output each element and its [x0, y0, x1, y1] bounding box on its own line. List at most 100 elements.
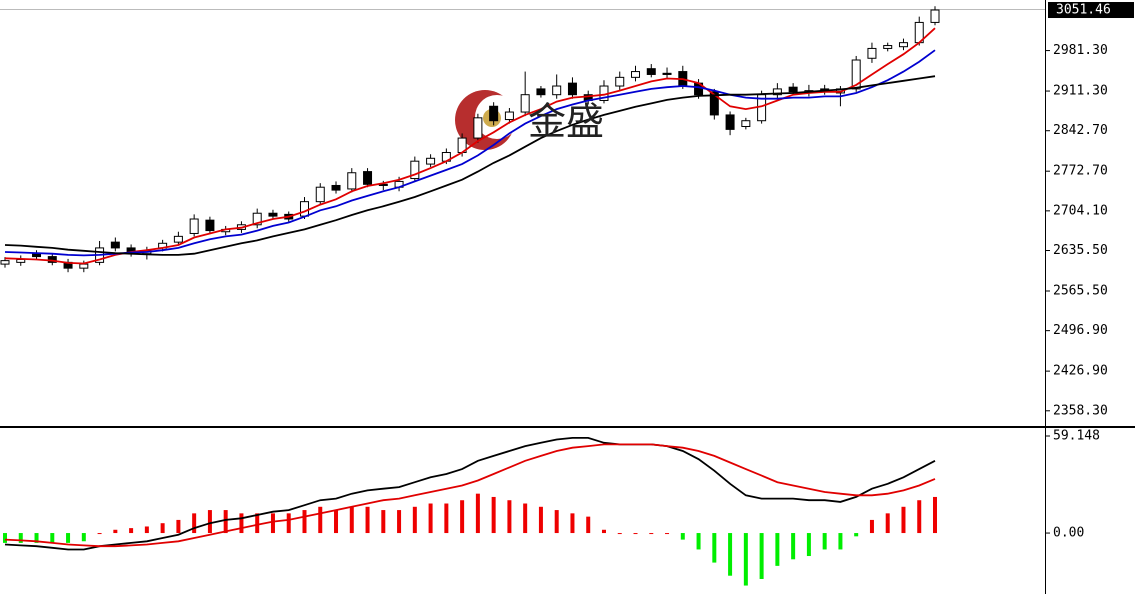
- candle-body: [646, 68, 656, 75]
- histogram-bar: [176, 519, 181, 534]
- candle-body: [189, 218, 199, 234]
- candle-body: [709, 91, 719, 116]
- histogram-bar: [523, 503, 528, 534]
- indicator-line: [4, 49, 936, 257]
- y-tick-label: 59.148: [1053, 428, 1100, 443]
- candle-body: [567, 82, 577, 96]
- histogram-bar: [334, 510, 339, 534]
- histogram-bar: [192, 513, 197, 534]
- y-tick-label: 2426.90: [1053, 364, 1108, 379]
- histogram-bar: [822, 533, 827, 550]
- y-tick-label: 2635.50: [1053, 243, 1108, 258]
- histogram-bar: [586, 516, 591, 534]
- histogram-bar: [129, 528, 134, 534]
- histogram-bar: [538, 506, 543, 534]
- histogram-bar: [696, 533, 701, 550]
- candle-body: [930, 9, 940, 23]
- histogram-bar: [381, 510, 386, 534]
- histogram-bar: [365, 506, 370, 534]
- histogram-bar: [34, 533, 39, 543]
- histogram-bar: [66, 533, 71, 543]
- histogram-bar: [475, 493, 480, 534]
- histogram-bar: [460, 500, 465, 534]
- candle-body: [520, 94, 530, 113]
- y-tick-label: 2772.70: [1053, 164, 1108, 179]
- candle-body: [615, 76, 625, 87]
- watermark: 金盛: [528, 100, 604, 144]
- y-tick-label: 2911.30: [1053, 84, 1108, 99]
- histogram-bar: [18, 533, 23, 543]
- candle-body: [883, 45, 893, 49]
- histogram-bar: [239, 513, 244, 534]
- histogram-bar: [144, 526, 149, 534]
- candle-body: [725, 114, 735, 130]
- histogram-bar: [207, 510, 212, 534]
- y-tick-label: 0.00: [1053, 526, 1084, 541]
- histogram-bar: [270, 513, 275, 534]
- y-tick-label: 2565.50: [1053, 283, 1108, 298]
- candle-body: [173, 235, 183, 243]
- candle-body: [552, 85, 562, 96]
- candle-body: [347, 172, 357, 190]
- histogram-bar: [601, 529, 606, 534]
- candle-body: [299, 201, 309, 217]
- histogram-bar: [885, 513, 890, 534]
- y-tick-label: 2704.10: [1053, 203, 1108, 218]
- y-tick-label: 2358.30: [1053, 403, 1108, 418]
- histogram-bar: [933, 496, 937, 534]
- histogram-bar: [838, 533, 843, 550]
- histogram-bar: [286, 513, 291, 534]
- candle-body: [898, 42, 908, 48]
- histogram-bar: [428, 503, 433, 534]
- histogram-bar: [50, 533, 55, 543]
- indicator-line: [4, 27, 936, 265]
- histogram-bar: [491, 496, 496, 534]
- histogram-bar: [665, 533, 670, 535]
- candle-body: [867, 47, 877, 59]
- candle-body: [504, 111, 514, 121]
- histogram-bar: [412, 506, 417, 534]
- indicator-line: [4, 443, 936, 548]
- histogram-bar: [917, 500, 922, 534]
- candle-body: [268, 212, 278, 217]
- histogram-bar: [617, 533, 622, 535]
- candle-body: [631, 71, 641, 78]
- histogram-bar: [728, 533, 733, 576]
- histogram-bar: [507, 500, 512, 534]
- indicator-line: [4, 437, 936, 551]
- candle-body: [426, 157, 436, 165]
- histogram-bar: [743, 533, 748, 586]
- histogram-bar: [775, 533, 780, 566]
- histogram-bar: [255, 513, 260, 534]
- histogram-bar: [901, 506, 906, 534]
- histogram-bar: [633, 533, 638, 535]
- histogram-bar: [570, 513, 575, 534]
- candle-body: [410, 160, 420, 180]
- candle-body: [32, 253, 42, 258]
- last-price-label: 3051.46: [1056, 3, 1111, 18]
- candle-body: [252, 212, 262, 226]
- y-tick-label: 2981.30: [1053, 43, 1108, 58]
- histogram-bar: [680, 533, 685, 540]
- histogram-bar: [649, 533, 654, 535]
- candle-body: [331, 184, 341, 191]
- candle-body: [378, 183, 388, 186]
- candle-body: [536, 88, 546, 96]
- histogram-bar: [3, 533, 7, 543]
- candle-body: [788, 86, 798, 93]
- candle-body: [110, 241, 120, 249]
- candle-body: [205, 219, 215, 232]
- candle-body: [16, 258, 26, 263]
- histogram-bar: [806, 533, 811, 557]
- histogram-bar: [791, 533, 796, 560]
- histogram-bar: [712, 533, 717, 563]
- candle-body: [0, 260, 10, 265]
- histogram-bar: [854, 533, 859, 537]
- histogram-bar: [160, 523, 165, 534]
- y-tick-label: 2496.90: [1053, 323, 1108, 338]
- candle-body: [79, 263, 89, 269]
- histogram-bar: [113, 529, 118, 534]
- histogram-bar: [397, 510, 402, 534]
